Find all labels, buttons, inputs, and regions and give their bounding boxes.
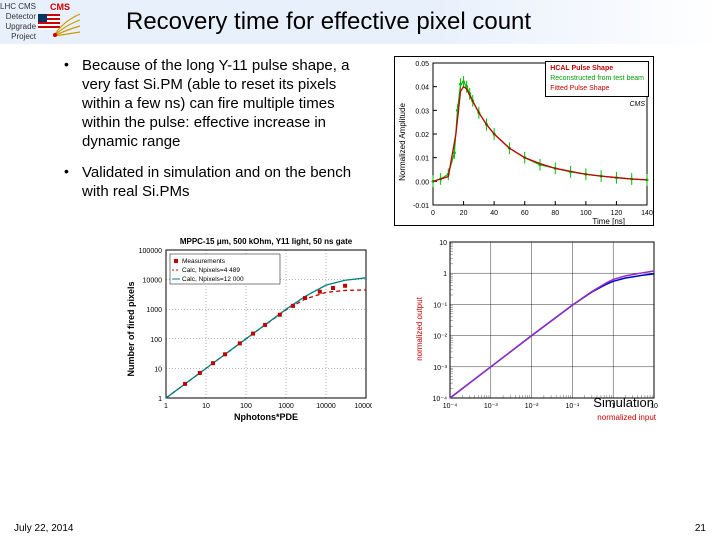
- pulse-legend: HCAL Pulse Shape Reconstructed from test…: [545, 61, 649, 97]
- svg-text:-0.01: -0.01: [413, 203, 429, 210]
- svg-text:10⁻³: 10⁻³: [484, 403, 498, 410]
- content-area: • Because of the long Y-11 pulse shape, …: [0, 44, 720, 424]
- legend-item: Reconstructed from test beam: [550, 74, 644, 84]
- svg-text:normalized output: normalized output: [415, 296, 424, 360]
- svg-text:100000: 100000: [354, 403, 372, 410]
- svg-text:1: 1: [158, 396, 162, 403]
- svg-text:100: 100: [240, 403, 252, 410]
- header: LHC CMS Detector Upgrade Project CMS Rec…: [0, 0, 720, 44]
- svg-text:10⁻²: 10⁻²: [433, 334, 447, 341]
- simulation-label: Simulation: [593, 395, 654, 410]
- svg-text:1: 1: [443, 271, 447, 278]
- svg-text:Time [ns]: Time [ns]: [592, 217, 625, 226]
- svg-text:120: 120: [611, 210, 623, 217]
- svg-text:MPPC-15 μm, 500 kOhm, Y11 ligh: MPPC-15 μm, 500 kOhm, Y11 light, 50 ns g…: [180, 237, 353, 246]
- legend-item: Fitted Pulse Shape: [550, 84, 644, 94]
- svg-text:1000: 1000: [278, 403, 294, 410]
- svg-text:10⁻⁴: 10⁻⁴: [433, 396, 448, 403]
- svg-text:0.03: 0.03: [415, 108, 429, 115]
- legend-title: HCAL Pulse Shape: [550, 64, 644, 74]
- svg-text:60: 60: [521, 210, 529, 217]
- svg-text:10: 10: [154, 366, 162, 373]
- cms-logo-text: CMS: [50, 2, 70, 12]
- svg-text:normalized input: normalized input: [597, 413, 656, 422]
- slide-title: Recovery time for effective pixel count: [126, 8, 531, 36]
- svg-text:80: 80: [551, 210, 559, 217]
- svg-text:10⁻¹: 10⁻¹: [565, 403, 579, 410]
- svg-text:Nphotons*PDE: Nphotons*PDE: [234, 412, 298, 422]
- mppc-chart-svg: MPPC-15 μm, 500 kOhm, Y11 light, 50 ns g…: [122, 234, 372, 424]
- svg-text:140: 140: [641, 210, 653, 217]
- svg-text:10⁻⁴: 10⁻⁴: [443, 403, 458, 410]
- svg-text:1: 1: [164, 403, 168, 410]
- burst-icon: [52, 12, 82, 38]
- svg-text:10⁻¹: 10⁻¹: [433, 302, 447, 309]
- svg-text:Normalized Amplitude: Normalized Amplitude: [398, 103, 407, 181]
- svg-text:Measurements: Measurements: [182, 258, 226, 265]
- bullet-item: • Because of the long Y-11 pulse shape, …: [64, 56, 374, 151]
- svg-text:0.02: 0.02: [415, 132, 429, 139]
- pulse-shape-chart: 0 20 40 60 80 100 120 140 -0.01 0.00 0.01 0.02 0.03 0…: [394, 56, 654, 226]
- cms-logo-icon: CMS: [48, 2, 88, 42]
- bottom-row: MPPC-15 μm, 500 kOhm, Y11 light, 50 ns g…: [64, 234, 680, 424]
- top-row: • Because of the long Y-11 pulse shape, …: [64, 56, 680, 226]
- bullet-text: Validated in simulation and on the bench…: [82, 163, 374, 201]
- svg-text:0.01: 0.01: [415, 156, 429, 163]
- footer-date: July 22, 2014: [14, 523, 74, 534]
- svg-text:10⁻²: 10⁻²: [525, 403, 539, 410]
- svg-text:100000: 100000: [139, 248, 162, 255]
- footer-page: 21: [695, 523, 706, 534]
- svg-text:0.04: 0.04: [415, 85, 429, 92]
- svg-text:0.00: 0.00: [415, 179, 429, 186]
- bullet-text: Because of the long Y-11 pulse shape, a …: [82, 56, 374, 151]
- project-line: LHC CMS: [0, 2, 36, 12]
- bullet-mark: •: [64, 56, 82, 151]
- svg-text:20: 20: [460, 210, 468, 217]
- project-line: Upgrade: [0, 22, 36, 32]
- svg-text:1000: 1000: [146, 307, 162, 314]
- svg-text:10000: 10000: [143, 278, 163, 285]
- cms-tag: CMS: [629, 101, 645, 108]
- bullet-item: • Validated in simulation and on the ben…: [64, 163, 374, 201]
- svg-text:100: 100: [150, 337, 162, 344]
- logo-area: LHC CMS Detector Upgrade Project CMS: [0, 0, 86, 44]
- svg-text:0.05: 0.05: [415, 61, 429, 68]
- svg-text:Number of fired pixels: Number of fired pixels: [126, 281, 136, 376]
- bullets-column: • Because of the long Y-11 pulse shape, …: [64, 56, 374, 226]
- footer: July 22, 2014 21: [14, 523, 706, 534]
- project-line: Detector: [0, 12, 36, 22]
- svg-text:10000: 10000: [316, 403, 336, 410]
- svg-text:100: 100: [580, 210, 592, 217]
- svg-text:10⁻³: 10⁻³: [433, 365, 447, 372]
- svg-text:10: 10: [439, 240, 447, 247]
- project-line: Project: [0, 32, 36, 42]
- svg-text:Calc, Npixels=12 000: Calc, Npixels=12 000: [182, 276, 244, 283]
- svg-text:40: 40: [490, 210, 498, 217]
- mppc-chart: MPPC-15 μm, 500 kOhm, Y11 light, 50 ns g…: [122, 234, 372, 424]
- svg-text:0: 0: [431, 210, 435, 217]
- simulation-chart: 10⁻⁴10⁻⁴10⁻³10⁻³10⁻²10⁻²10⁻¹10⁻¹111010no…: [412, 234, 662, 424]
- svg-text:Calc, Npixels=4 489: Calc, Npixels=4 489: [182, 267, 240, 274]
- bullet-mark: •: [64, 163, 82, 201]
- project-label: LHC CMS Detector Upgrade Project: [0, 2, 38, 42]
- svg-text:10: 10: [202, 403, 210, 410]
